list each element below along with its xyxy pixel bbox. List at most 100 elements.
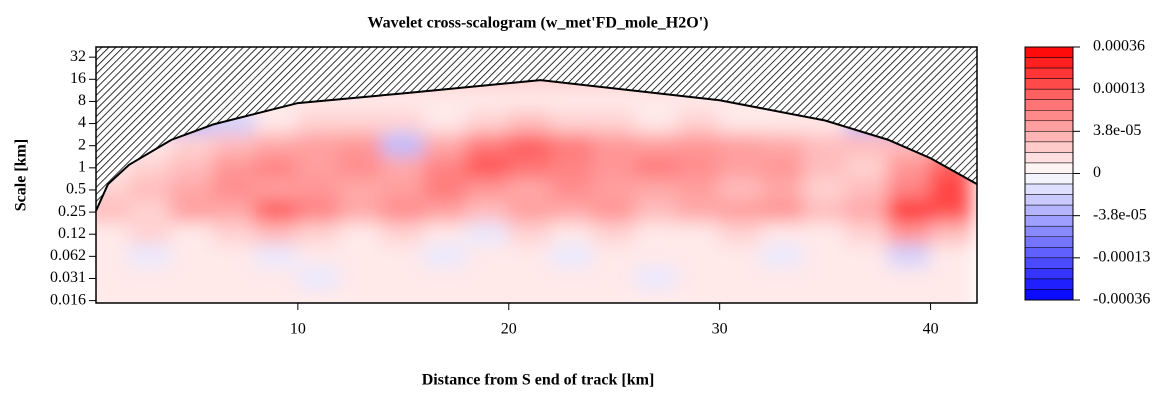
heat-cell	[718, 133, 763, 158]
heat-cell	[507, 133, 552, 158]
heat-cell	[676, 244, 721, 269]
heat-cell	[676, 222, 721, 247]
heat-cell	[296, 177, 342, 203]
heat-cell	[592, 155, 637, 180]
heat-cell	[549, 89, 595, 114]
heat-cell	[423, 200, 468, 225]
heat-cell	[296, 244, 342, 269]
heat-cell	[929, 222, 974, 247]
heat-cell	[465, 244, 510, 269]
heat-cell	[549, 244, 595, 269]
colorbar-band	[1024, 204, 1074, 216]
heat-cell	[170, 244, 215, 269]
heat-cell	[634, 111, 679, 136]
heat-cell	[718, 288, 763, 303]
heat-cell	[212, 133, 257, 158]
heat-cell	[592, 177, 637, 203]
heat-cell	[887, 222, 932, 247]
chart-title: Wavelet cross-scalogram (w_met'FD_mole_H…	[368, 15, 709, 32]
heat-cell	[507, 200, 552, 225]
heat-cell	[212, 155, 257, 180]
x-tick-label: 40	[923, 321, 939, 338]
heat-cell	[845, 244, 890, 269]
heat-cell	[465, 288, 510, 303]
colorbar-tick-label: -0.00013	[1093, 249, 1150, 266]
heat-cell	[760, 133, 806, 158]
colorbar-tick-label: -0.00036	[1093, 291, 1150, 308]
heat-cell	[254, 177, 299, 203]
colorbar-band	[1024, 215, 1074, 227]
heat-cell	[718, 177, 763, 203]
colorbar-band	[1024, 289, 1074, 301]
heat-cell	[339, 155, 384, 180]
colorbar-band	[1024, 162, 1074, 174]
heat-cell	[128, 200, 173, 225]
y-tick-label: 0.031	[50, 269, 86, 286]
heat-cell	[296, 266, 342, 291]
heat-cell	[507, 244, 552, 269]
heat-cell	[423, 89, 468, 114]
colorbar-band	[1024, 173, 1074, 185]
heat-cell	[381, 288, 426, 303]
heat-cell	[760, 266, 806, 291]
heat-cell	[212, 244, 257, 269]
y-tick-label: 1	[78, 158, 86, 175]
heat-cell	[549, 288, 595, 303]
heat-cell	[507, 222, 552, 247]
heat-cell	[718, 266, 763, 291]
heat-cell	[760, 288, 806, 303]
overlay: 10 20 30 40 32 16 8 4 2 1 0.5 0.25 0.12 0.062 0.031 0.0…	[50, 38, 1150, 338]
heat-cell	[423, 155, 468, 180]
heat-cell	[465, 222, 510, 247]
heat-cell	[170, 200, 215, 225]
heat-cell	[381, 133, 426, 158]
colorbar-band	[1024, 57, 1074, 69]
heat-cell	[465, 200, 510, 225]
heat-cell	[339, 266, 384, 291]
heat-cell	[254, 155, 299, 180]
heat-cell	[845, 177, 890, 203]
heat-cell	[676, 266, 721, 291]
heat-cell	[296, 288, 342, 303]
heat-cell	[381, 200, 426, 225]
heat-cell	[887, 200, 932, 225]
heat-cell	[507, 288, 552, 303]
heat-cell	[718, 111, 763, 136]
heat-cell	[634, 222, 679, 247]
heat-cell	[507, 266, 552, 291]
heat-cell	[128, 177, 173, 203]
colorbar-band	[1024, 225, 1074, 237]
x-tick-label: 30	[712, 321, 728, 338]
heat-cell	[212, 177, 257, 203]
heat-cell	[339, 177, 384, 203]
heat-cell	[592, 89, 637, 114]
heat-cell	[128, 288, 173, 303]
x-tick-label: 10	[290, 321, 306, 338]
heat-cell	[423, 222, 468, 247]
y-tick-label: 0.12	[58, 225, 86, 242]
colorbar-band	[1024, 46, 1074, 58]
heat-cell	[929, 266, 974, 291]
heat-cell	[845, 266, 890, 291]
y-tick-label: 0.016	[50, 291, 86, 308]
heat-cell	[339, 133, 384, 158]
colorbar-band	[1024, 278, 1074, 290]
heat-cell	[254, 133, 299, 158]
heat-cell	[929, 288, 974, 303]
colorbar-band	[1024, 236, 1074, 248]
heat-cell	[929, 244, 974, 269]
heat-cell	[634, 200, 679, 225]
heat-cell	[887, 266, 932, 291]
heat-cell	[296, 200, 342, 225]
x-axis-label: Distance from S end of track [km]	[422, 372, 655, 389]
heat-cell	[254, 111, 299, 136]
heat-cell	[592, 111, 637, 136]
colorbar-band	[1024, 152, 1074, 164]
heat-cell	[128, 266, 173, 291]
heat-cell	[170, 177, 215, 203]
heat-cell	[339, 244, 384, 269]
heat-cell	[845, 288, 890, 303]
heat-cell	[381, 155, 426, 180]
heat-cell	[339, 111, 384, 136]
